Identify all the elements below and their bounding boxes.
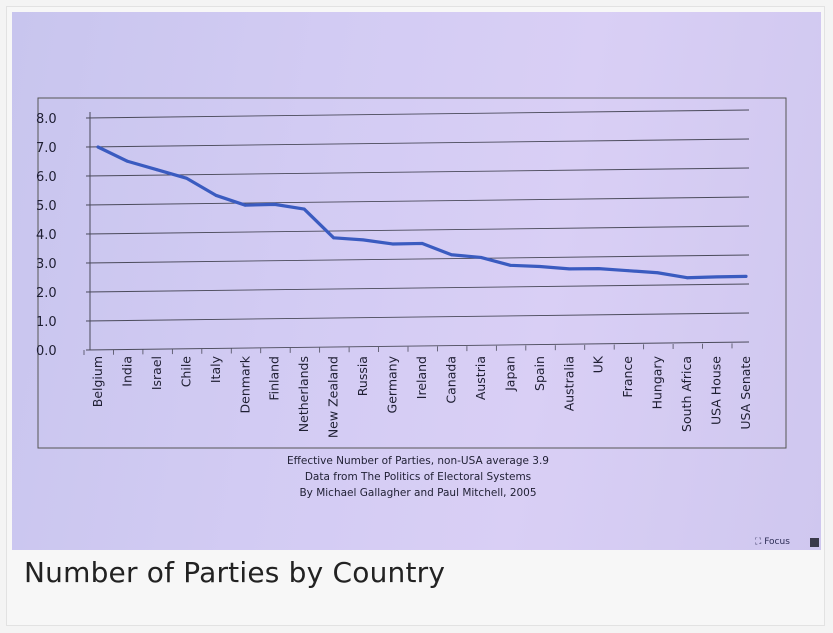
y-tick-label: 4.0 <box>36 228 57 243</box>
fullscreen-icon[interactable] <box>810 538 819 547</box>
y-tick-label: 7.0 <box>36 141 57 156</box>
x-tick-label: Chile <box>178 356 193 388</box>
data-point <box>302 207 306 211</box>
focus-label: Focus <box>764 537 790 547</box>
gridline <box>85 167 750 177</box>
x-tick-label: Russia <box>355 356 370 396</box>
image-caption: Number of Parties by Country <box>24 556 446 589</box>
x-tick-label: Canada <box>443 356 458 404</box>
data-point <box>626 269 630 273</box>
x-tick-label: Ireland <box>414 356 429 399</box>
gridline <box>85 283 750 293</box>
data-point <box>361 238 365 242</box>
chart-note: By Michael Gallagher and Paul Mitchell, … <box>299 487 536 499</box>
gridline <box>85 138 750 148</box>
gridline <box>85 341 750 351</box>
chart-note: Data from The Politics of Electoral Syst… <box>305 471 531 483</box>
gridline <box>85 225 750 235</box>
data-point <box>567 267 571 271</box>
y-tick-label: 1.0 <box>36 315 57 330</box>
x-tick-label: UK <box>591 355 606 373</box>
data-point <box>332 236 336 240</box>
data-point <box>685 276 689 280</box>
x-tick-label: New Zealand <box>326 356 341 438</box>
gridline <box>85 254 750 264</box>
data-point <box>96 145 100 149</box>
data-point <box>273 202 277 206</box>
x-tick-label: Hungary <box>650 355 665 409</box>
data-point <box>479 256 483 259</box>
x-tick-label: Finland <box>267 356 282 401</box>
x-tick-label: Belgium <box>90 356 105 407</box>
x-tick-label: Netherlands <box>296 356 311 432</box>
y-tick-label: 3.0 <box>36 257 57 272</box>
x-tick-label: USA Senate <box>738 356 753 430</box>
plot-frame <box>37 97 787 449</box>
gridline <box>85 109 750 119</box>
data-point <box>508 263 512 267</box>
y-tick-label: 2.0 <box>36 286 57 301</box>
data-point <box>126 159 129 163</box>
x-tick-label: Austria <box>473 356 488 400</box>
data-point <box>656 271 660 275</box>
y-tick-label: 0.0 <box>36 344 57 359</box>
x-tick-label: India <box>119 356 134 387</box>
data-point <box>243 203 247 207</box>
data-point <box>715 275 718 279</box>
data-point <box>538 265 542 268</box>
x-tick-label: Germany <box>385 355 400 413</box>
data-point <box>155 168 159 172</box>
data-point <box>597 267 601 271</box>
gridline <box>85 196 750 206</box>
x-tick-label: France <box>620 356 635 398</box>
x-tick-label: Japan <box>502 356 517 392</box>
y-tick-label: 8.0 <box>36 112 57 127</box>
chart-note: Effective Number of Parties, non-USA ave… <box>287 455 549 467</box>
x-tick-label: Australia <box>561 356 576 411</box>
focus-button[interactable]: ⛶ Focus <box>755 537 790 547</box>
series-line <box>96 145 748 280</box>
data-point <box>214 193 218 197</box>
data-point <box>744 274 748 278</box>
x-tick-label: Israel <box>149 356 164 390</box>
x-tick-label: Spain <box>532 356 547 391</box>
x-tick-label: Italy <box>208 355 223 383</box>
x-tick-label: Denmark <box>237 355 252 413</box>
data-point <box>184 176 188 180</box>
y-tick-label: 5.0 <box>36 199 57 214</box>
data-point <box>391 242 394 246</box>
gridline <box>85 312 750 322</box>
focus-icon: ⛶ <box>755 537 762 547</box>
data-point <box>450 253 453 257</box>
x-tick-label: USA House <box>709 356 724 425</box>
y-tick-label: 6.0 <box>36 170 57 185</box>
x-tick-label: South Africa <box>679 356 694 432</box>
line-chart: 0.0 1.0 2.0 3.0 4.0 5.0 6.0 7.0 8.0 Belgium India… <box>36 97 787 499</box>
chart-photo: 0.0 1.0 2.0 3.0 4.0 5.0 6.0 7.0 8.0 Belgium India… <box>12 12 821 550</box>
data-point <box>420 242 424 245</box>
